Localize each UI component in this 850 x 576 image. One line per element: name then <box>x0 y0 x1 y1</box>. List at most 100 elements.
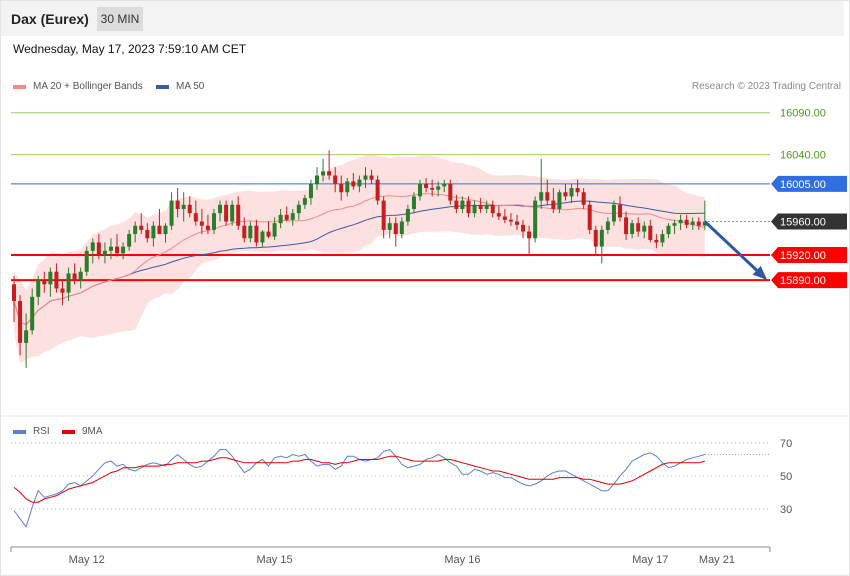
candle-body <box>418 183 423 197</box>
timestamp: Wednesday, May 17, 2023 7:59:10 AM CET <box>13 42 247 56</box>
level-label-0: 16090.00 <box>780 108 826 120</box>
candle-body <box>30 296 35 331</box>
candle-body <box>587 204 592 230</box>
candle-body <box>539 192 544 201</box>
candle-body <box>266 231 271 237</box>
candle-body <box>466 200 471 214</box>
candle-body <box>211 213 216 230</box>
rsi-tick-2: 30 <box>780 504 792 516</box>
candle-body <box>502 216 507 220</box>
projection-arrowhead-icon <box>752 265 767 280</box>
candle-body <box>127 234 132 247</box>
candle-body <box>327 171 332 176</box>
candle-body <box>533 200 538 239</box>
candle-body <box>393 223 398 235</box>
candle-body <box>684 219 689 225</box>
level-tag-last <box>771 213 847 230</box>
interval-button[interactable]: 30 MIN <box>97 7 143 31</box>
candle-body <box>12 284 16 302</box>
candle-body <box>375 179 380 201</box>
candle-body <box>218 204 223 214</box>
candle-body <box>411 196 416 209</box>
x-tick-4: May 21 <box>699 554 735 566</box>
candle-body <box>296 204 301 214</box>
candle-body <box>181 204 186 209</box>
ma9-swatch-icon <box>62 429 75 434</box>
level-label-2: 16005.00 <box>780 179 826 191</box>
rsi-tick-0: 70 <box>780 438 792 450</box>
level-label-3: 15960.00 <box>780 217 826 229</box>
candle-body <box>254 225 259 243</box>
candle-body <box>660 234 665 243</box>
candle-body <box>145 229 150 239</box>
candle-body <box>460 200 465 209</box>
candle-body <box>424 183 429 189</box>
candle-body <box>624 217 629 235</box>
candle-body <box>102 250 107 255</box>
candle-body <box>490 204 495 214</box>
candle-body <box>405 208 410 222</box>
candle-body <box>496 213 501 217</box>
candle-body <box>545 192 550 201</box>
candle-body <box>484 204 489 209</box>
candle-body <box>436 186 441 190</box>
legend-ma50-label: MA 50 <box>176 81 205 92</box>
level-label-4: 15920.00 <box>780 250 826 262</box>
candle-body <box>521 224 526 232</box>
candle-body <box>672 223 677 226</box>
ma50-swatch-icon <box>156 84 169 89</box>
candle-body <box>618 204 622 218</box>
candle-body <box>36 280 41 297</box>
candle-body <box>339 183 344 193</box>
candle-body <box>242 225 247 239</box>
legend-ma50: MA 50 <box>156 81 204 92</box>
candle-body <box>302 198 307 205</box>
candle-body <box>193 213 198 222</box>
candle-body <box>236 204 241 226</box>
candle-body <box>18 301 23 343</box>
level-label-5: 15890.00 <box>780 275 826 287</box>
candle-body <box>248 225 253 239</box>
candle-body <box>96 242 101 255</box>
candle-body <box>514 221 519 225</box>
candle-body <box>666 225 671 235</box>
candle-body <box>593 229 598 247</box>
x-tick-3: May 17 <box>632 554 668 566</box>
candle-body <box>139 225 144 230</box>
candle-body <box>169 200 174 226</box>
candle-body <box>454 200 459 209</box>
candle-body <box>90 242 95 251</box>
research-credit: Research © 2023 Trading Central <box>691 81 841 92</box>
candle-body <box>654 239 659 243</box>
candle-body <box>642 225 647 232</box>
instrument-title: Dax (Eurex) <box>11 11 89 27</box>
candle-body <box>369 175 374 180</box>
candle-body <box>605 221 610 230</box>
candle-body <box>599 229 604 247</box>
candle-body <box>54 271 59 289</box>
candle-body <box>175 200 180 209</box>
rsi-ma-line <box>13 455 705 503</box>
candle-body <box>163 225 168 235</box>
candle-body <box>381 200 386 230</box>
x-tick-1: May 15 <box>257 554 293 566</box>
candle-body <box>157 225 162 235</box>
legend-rsi: RSI <box>13 426 50 437</box>
candle-body <box>557 192 562 209</box>
x-tick-0: May 12 <box>69 554 105 566</box>
candle-body <box>133 225 138 235</box>
candle-body <box>42 280 47 285</box>
candle-body <box>224 204 229 222</box>
candle-body <box>284 214 289 220</box>
candle-body <box>308 183 313 199</box>
candle-body <box>508 219 513 222</box>
legend-ma9-label: 9MA <box>82 426 103 437</box>
level-label-1: 16040.00 <box>780 150 826 162</box>
candle-body <box>60 288 65 293</box>
level-tag-pivot <box>771 175 847 192</box>
candle-body <box>636 223 641 232</box>
candle-body <box>442 183 447 187</box>
candle-body <box>690 221 695 225</box>
candle-body <box>702 221 707 226</box>
